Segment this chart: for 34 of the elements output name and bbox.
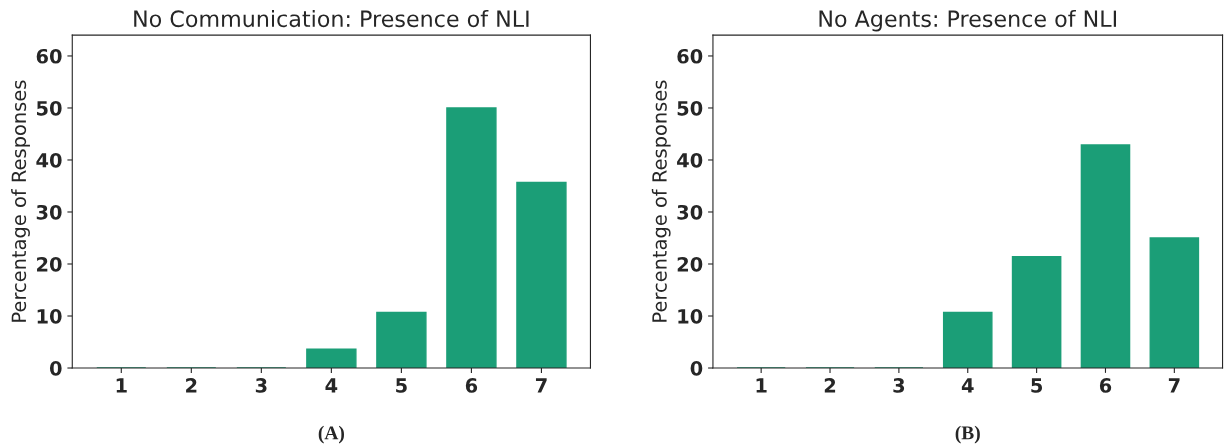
y-tick-label: 30 [677,204,703,220]
x-tick-label: 4 [325,378,338,393]
y-tick-label: 10 [37,308,62,324]
y-tick-label: 0 [49,360,62,376]
text: (B) [955,425,980,444]
y-tick-label: 50 [37,100,62,116]
y-tick-label: 60 [677,48,703,64]
chart-title: No Communication: Presence of NLI [134,9,529,28]
x-tick-label: 7 [535,378,547,393]
y-tick-label: 40 [36,152,62,168]
x-tick-label: 5 [396,378,407,393]
chart-title: No Agents: Presence of NLI [819,9,1116,32]
y-tick-label: 20 [677,256,703,272]
y-tick-label: 20 [37,256,62,272]
x-tick-label: 2 [186,378,197,393]
x-tick-label: 3 [255,378,267,393]
x-tick-label: 2 [824,378,836,393]
y-tick-label: 30 [36,204,62,220]
text: (A) [318,425,344,444]
y-tick-label: 10 [678,308,703,324]
y-tick-label: 0 [690,360,703,376]
x-tick-label: 4 [961,378,974,393]
x-tick-label: 1 [756,378,767,393]
x-tick-label: 6 [1099,378,1112,393]
y-tick-label: 40 [677,152,703,168]
y-axis-title: Percentage of Responses [11,80,30,322]
x-tick-label: 7 [1168,378,1180,393]
y-axis-title: Percentage of Responses [651,80,671,322]
x-tick-label: 1 [116,378,127,393]
x-tick-label: 6 [465,378,478,393]
x-tick-label: 5 [1031,378,1043,393]
y-tick-label: 50 [677,100,703,116]
y-tick-label: 60 [36,48,62,64]
x-tick-label: 3 [893,378,905,393]
